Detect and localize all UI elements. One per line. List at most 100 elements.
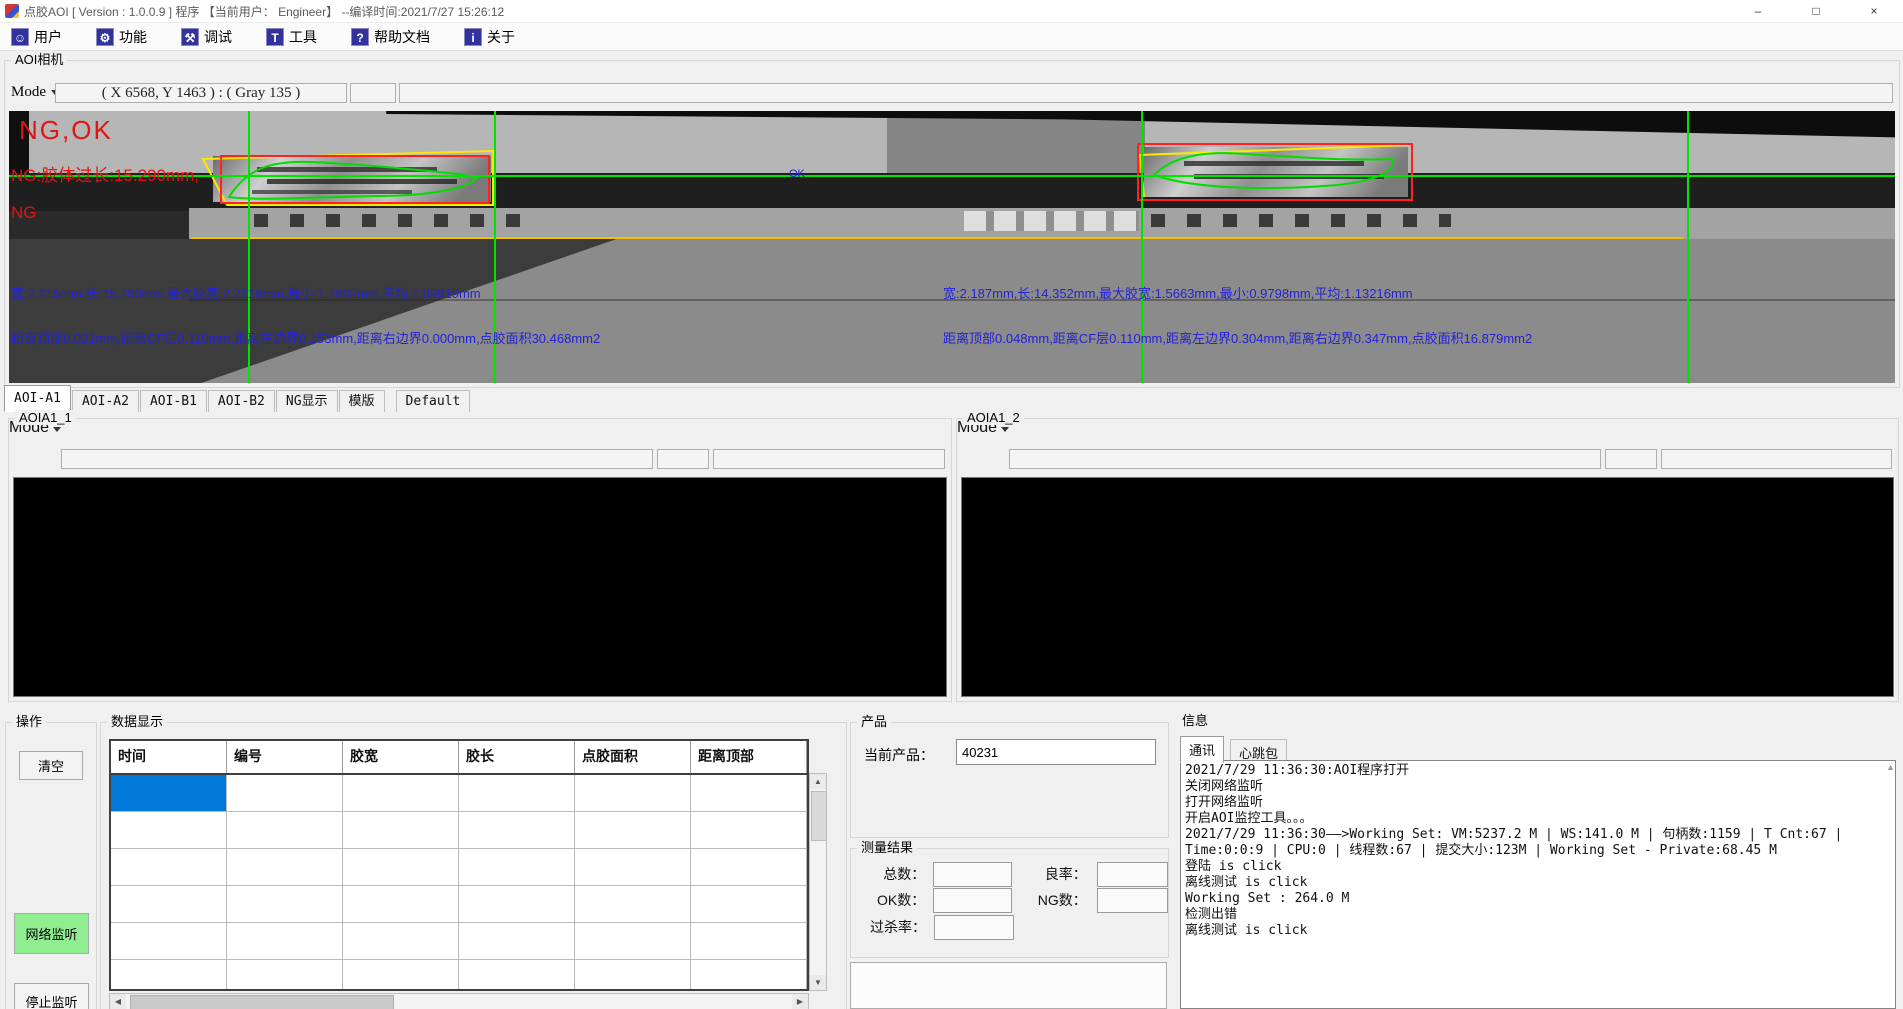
- toolbar-button-function[interactable]: ⚙ 功能: [93, 25, 150, 49]
- tab-ng-display[interactable]: NG显示: [275, 390, 338, 412]
- table-vertical-scrollbar[interactable]: ▲ ▼: [809, 773, 827, 991]
- aoi-camera-group: AOI相机 Mode ( X 6568, Y 1463 ) : ( Gray 1…: [4, 52, 1900, 388]
- col-glue-area[interactable]: 点胶面积: [575, 741, 691, 773]
- col-top-distance[interactable]: 距离顶部: [691, 741, 807, 773]
- panel1-image-canvas[interactable]: [13, 477, 947, 697]
- tab-aoi-a2[interactable]: AOI-A2: [71, 390, 139, 412]
- toolbar-button-user[interactable]: ☺ 用户: [8, 25, 65, 49]
- right-stats-line1: 宽:2.187mm,长:14.352mm,最大胶宽:1.5663mm,最小:0.…: [943, 286, 1413, 301]
- camera-aux-field[interactable]: [350, 83, 396, 103]
- data-display-group: 数据显示 时间 编号 胶宽 胶长 点胶面积 距离顶部: [100, 714, 847, 1009]
- result-status-text: NG,OK: [19, 115, 113, 145]
- tab-aoi-b2[interactable]: AOI-B2: [207, 390, 275, 412]
- horizontal-scroll-thumb[interactable]: [130, 995, 394, 1009]
- scroll-left-icon[interactable]: ◀: [110, 994, 126, 1009]
- ok-count-field[interactable]: [933, 887, 1013, 913]
- panel2-mode-dropdown[interactable]: Mode: [957, 419, 1898, 437]
- col-glue-length[interactable]: 胶长: [459, 741, 575, 773]
- minimize-button[interactable]: –: [1754, 4, 1762, 18]
- panel2-image-canvas[interactable]: [961, 477, 1894, 697]
- col-number[interactable]: 编号: [227, 741, 343, 773]
- chevron-down-icon: [53, 427, 62, 432]
- log-line: 检测出错: [1185, 907, 1238, 922]
- panel1-field-1[interactable]: [61, 449, 653, 469]
- panel1-mode-dropdown[interactable]: Mode: [9, 419, 951, 437]
- table-row[interactable]: [111, 923, 807, 960]
- tab-communication[interactable]: 通讯: [1180, 736, 1225, 763]
- table-row[interactable]: [111, 886, 807, 923]
- log-scroll-up-icon[interactable]: ▲: [1886, 762, 1895, 772]
- measure-results-label: 测量结果: [857, 840, 918, 855]
- scroll-down-icon[interactable]: ▼: [810, 975, 826, 990]
- scroll-right-icon[interactable]: ▶: [792, 994, 808, 1009]
- ng-count-field[interactable]: [1096, 887, 1168, 913]
- log-line: Working Set : 264.0 M: [1185, 891, 1350, 906]
- toolbar-button-tools[interactable]: T 工具: [263, 25, 320, 49]
- toolbar-label-function: 功能: [119, 28, 147, 45]
- toolbar-button-help[interactable]: ? 帮助文档: [348, 25, 433, 49]
- tab-default[interactable]: Default: [395, 390, 471, 412]
- panel1-field-3[interactable]: [713, 449, 945, 469]
- coordinate-gray-readout: ( X 6568, Y 1463 ) : ( Gray 135 ): [55, 83, 347, 103]
- log-line: 登陆 is click: [1185, 859, 1282, 874]
- close-button[interactable]: ×: [1870, 4, 1878, 18]
- image-top-shadow: [887, 111, 1145, 174]
- aoia1-2-panel: AOIA1_2 Mode: [956, 410, 1899, 702]
- toolbar-button-debug[interactable]: ⚒ 调试: [178, 25, 235, 49]
- camera-mode-dropdown[interactable]: Mode: [11, 84, 59, 101]
- ng-count-label: NG数：: [1037, 892, 1087, 908]
- table-row[interactable]: [111, 960, 807, 989]
- maximize-button[interactable]: □: [1812, 4, 1820, 18]
- network-listen-button[interactable]: 网络监听: [14, 913, 89, 954]
- log-line: 关闭网络监听: [1185, 779, 1264, 794]
- overkill-field[interactable]: [934, 914, 1014, 940]
- tab-aoi-b1[interactable]: AOI-B1: [139, 390, 207, 412]
- table-row[interactable]: [111, 812, 807, 849]
- current-product-label: 当前产品：: [864, 747, 934, 763]
- scroll-up-icon[interactable]: ▲: [810, 774, 826, 789]
- camera-image[interactable]: NG,OK NG:胶体过长:15.290mm, NG OK 宽:2.215mm,…: [9, 111, 1895, 383]
- crosshair-vertical-2: [494, 111, 496, 383]
- selected-cell[interactable]: [111, 775, 227, 812]
- stop-listen-button[interactable]: 停止监听: [14, 983, 89, 1009]
- yellow-baseline: [191, 237, 1683, 239]
- app-icon: [5, 4, 19, 18]
- toolbar-button-about[interactable]: i 关于: [461, 25, 518, 49]
- image-pads-left: [254, 214, 524, 227]
- toolbar: ☺ 用户 ⚙ 功能 ⚒ 调试 T 工具 ? 帮助文档 i 关于: [0, 23, 1903, 51]
- info-icon: i: [464, 27, 482, 46]
- chevron-down-icon: [1001, 427, 1010, 432]
- log-line: 2021/7/29 11:36:30:AOI程序打开: [1185, 763, 1410, 778]
- overkill-label: 过杀率：: [870, 919, 926, 935]
- panel2-field-1[interactable]: [1009, 449, 1601, 469]
- yield-value-field[interactable]: [1096, 861, 1168, 887]
- clear-button[interactable]: 清空: [19, 751, 83, 780]
- table-horizontal-scrollbar[interactable]: ◀ ▶: [109, 993, 809, 1009]
- table-header-row: 时间 编号 胶宽 胶长 点胶面积 距离顶部: [111, 741, 807, 775]
- log-line: 打开网络监听: [1185, 795, 1264, 810]
- panel1-field-2[interactable]: [657, 449, 709, 469]
- vertical-scroll-thumb[interactable]: [811, 791, 827, 841]
- camera-status-field[interactable]: [399, 83, 1893, 103]
- tab-aoi-a1[interactable]: AOI-A1: [4, 385, 71, 412]
- current-product-input[interactable]: [956, 739, 1156, 765]
- panel2-field-2[interactable]: [1605, 449, 1657, 469]
- total-value-field[interactable]: [933, 861, 1013, 887]
- communication-log[interactable]: 2021/7/29 11:36:30:AOI程序打开 关闭网络监听 打开网络监听…: [1180, 760, 1896, 1009]
- col-time[interactable]: 时间: [111, 741, 227, 773]
- crosshair-horizontal: [9, 175, 1895, 177]
- tab-template[interactable]: 模版: [338, 390, 385, 412]
- table-row[interactable]: [111, 775, 807, 812]
- left-glue-contour: [227, 160, 479, 200]
- data-table: 时间 编号 胶宽 胶长 点胶面积 距离顶部: [109, 739, 809, 991]
- panel2-field-3[interactable]: [1661, 449, 1892, 469]
- col-glue-width[interactable]: 胶宽: [343, 741, 459, 773]
- image-seam-line: [189, 299, 1895, 301]
- ok-label-text: OK: [789, 168, 805, 180]
- window-controls: – □ ×: [1729, 0, 1903, 22]
- table-row[interactable]: [111, 849, 807, 886]
- right-red-roi: [1137, 143, 1413, 201]
- toolbar-label-about: 关于: [487, 28, 515, 45]
- view-tab-strip: AOI-A1 AOI-A2 AOI-B1 AOI-B2 NG显示 模版 Defa…: [4, 385, 471, 412]
- panel1-label: AOIA1_1: [15, 410, 76, 425]
